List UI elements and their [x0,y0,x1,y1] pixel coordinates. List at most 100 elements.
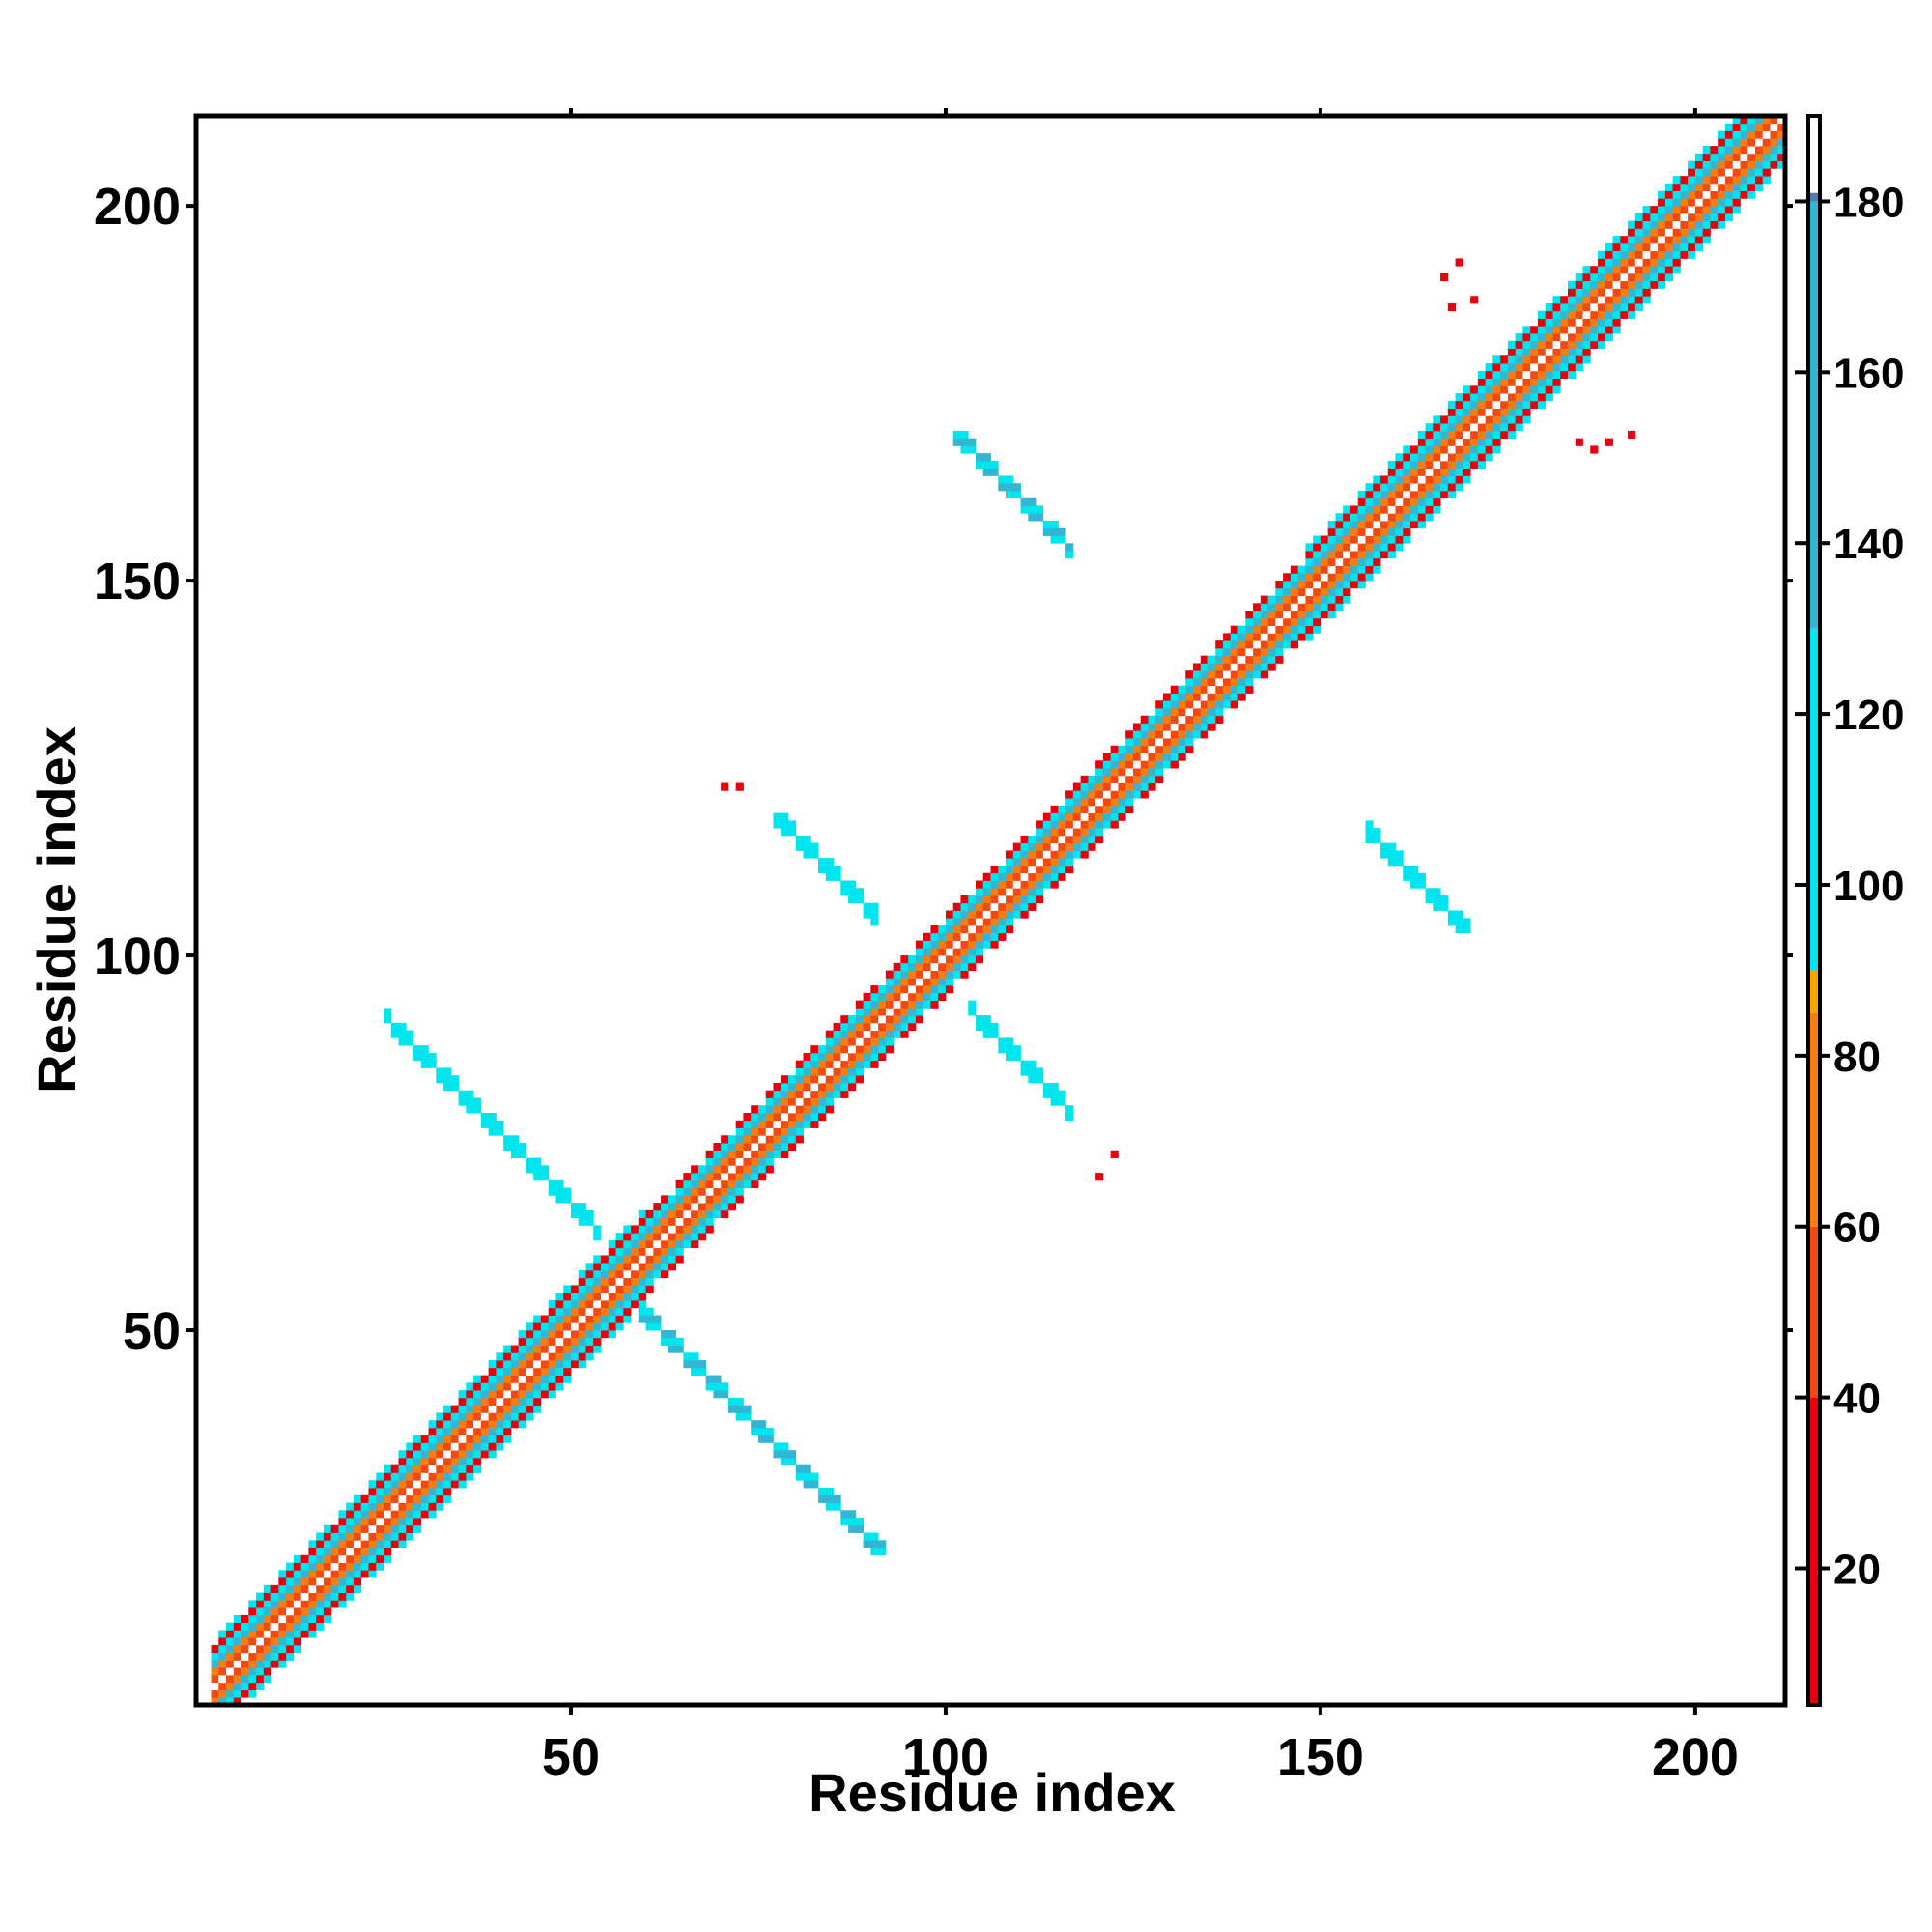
heatmap-cell [353,1502,362,1511]
heatmap-cell [683,1239,692,1249]
heatmap-cell [743,1135,752,1144]
heatmap-cell [1455,438,1463,446]
heatmap-cell [1350,527,1359,536]
heatmap-cell [398,1532,407,1541]
heatmap-cell [900,962,909,971]
heatmap-cell [480,1113,490,1122]
heatmap-cell [1642,220,1651,229]
heatmap-cell [1215,663,1224,671]
heatmap-cell [781,1135,789,1144]
heatmap-cell [1110,790,1119,799]
heatmap-cell [1470,445,1479,454]
colorbar-tick-label: 180 [1833,179,1904,226]
heatmap-cell [781,1113,789,1122]
heatmap-cell [795,835,804,844]
heatmap-cell [1470,408,1479,416]
heatmap-cell [585,1269,594,1279]
heatmap-cell [1702,153,1711,161]
heatmap-cell [1297,617,1306,627]
heatmap-cell [458,1390,467,1399]
heatmap-cell [1732,146,1741,155]
heatmap-cell [270,1637,279,1646]
heatmap-cell [982,902,991,911]
heatmap-cell [803,1060,811,1068]
heatmap-cell [697,1187,707,1196]
heatmap-cell [1058,850,1066,859]
heatmap-cell [1036,872,1044,881]
heatmap-cell [1050,858,1059,867]
heatmap-cell [1237,633,1246,641]
heatmap-cell [968,955,977,964]
heatmap-cell [1425,895,1434,904]
heatmap-cell [248,1690,257,1698]
heatmap-cell [1567,363,1577,372]
heatmap-cell [1492,363,1501,372]
heatmap-cell [338,1524,347,1533]
heatmap-cell [615,1322,624,1331]
heatmap-cell [757,1165,767,1174]
heatmap-cell [1455,408,1463,416]
heatmap-cell [615,1307,624,1316]
heatmap-cell [383,1487,392,1496]
heatmap-cell [1373,565,1381,574]
heatmap-cell [1530,385,1539,394]
heatmap-cell [601,1322,610,1331]
heatmap-cell [1036,842,1044,851]
heatmap-cell [270,1607,279,1616]
heatmap-cell [833,1075,841,1084]
heatmap-cell [1770,123,1778,131]
heatmap-cell [443,1450,452,1459]
heatmap-cell [757,1135,767,1144]
heatmap-cell [1718,183,1726,191]
heatmap-cell [1020,850,1029,859]
heatmap-cell [1582,326,1591,334]
heatmap-cell [1747,183,1756,191]
heatmap-cell [608,1293,616,1301]
heatmap-cell [615,1315,624,1323]
heatmap-cell [1598,296,1606,304]
heatmap-cell [1732,183,1741,191]
heatmap-cell [691,1367,699,1376]
heatmap-cell [1110,1150,1119,1158]
heatmap-cell [1507,370,1517,379]
heatmap-cell [1762,138,1771,147]
heatmap-cell [480,1375,490,1383]
heatmap-cell [263,1614,271,1624]
heatmap-cell [278,1614,287,1624]
heatmap-cell [960,430,969,440]
heatmap-cell [316,1592,325,1601]
heatmap-cell [848,1022,857,1032]
heatmap-cell [781,1075,789,1084]
heatmap-cell [540,1360,550,1369]
heatmap-cell [593,1337,602,1346]
heatmap-cell [727,1135,737,1144]
heatmap-cell [1545,318,1553,327]
heatmap-cell [751,1420,759,1429]
heatmap-cell [390,1502,399,1511]
heatmap-cell [1020,497,1029,506]
heatmap-cell [735,1195,744,1204]
heatmap-cell [1327,543,1336,552]
heatmap-cell [585,1322,594,1331]
heatmap-cell [631,1255,639,1264]
heatmap-cell [1253,655,1262,664]
heatmap-cell [1455,430,1463,440]
heatmap-cell [383,1472,392,1481]
heatmap-cell [1507,400,1517,410]
heatmap-cell [1260,655,1268,664]
heatmap-cell [540,1367,550,1376]
heatmap-cell [1403,513,1411,522]
heatmap-cell [578,1322,586,1331]
heatmap-cell [1185,685,1194,694]
heatmap-cell [376,1532,384,1541]
heatmap-cell [1006,483,1014,492]
heatmap-cell [1155,753,1164,761]
heatmap-cell [406,1494,414,1503]
heatmap-cell [1522,326,1531,334]
heatmap-cell [1463,475,1471,484]
heatmap-cell [1162,738,1172,747]
heatmap-cell [1006,880,1014,889]
heatmap-cell [1485,400,1493,410]
heatmap-cell [473,1435,482,1443]
heatmap-cell [998,880,1007,889]
